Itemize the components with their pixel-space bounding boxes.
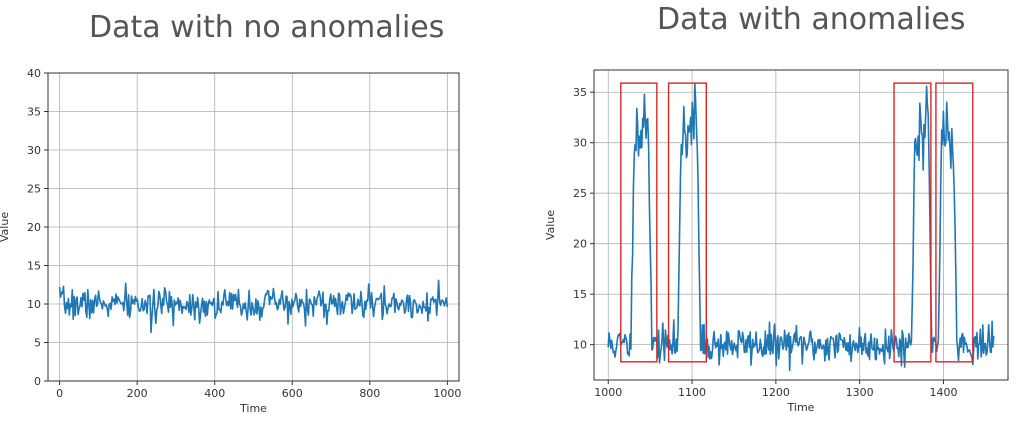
y-axis-label: Value (544, 210, 557, 240)
y-tick-label: 0 (34, 375, 41, 388)
x-tick-label: 1000 (594, 386, 622, 399)
x-tick-label: 0 (56, 387, 63, 400)
anomaly-box (935, 82, 974, 363)
y-tick-label: 20 (27, 221, 41, 234)
x-axis-label: Time (787, 401, 815, 414)
y-tick-label: 10 (27, 298, 41, 311)
y-tick-label: 25 (27, 183, 41, 196)
series-line (607, 82, 995, 372)
chart-title-right: Data with anomalies (657, 2, 966, 37)
y-tick-label: 30 (573, 137, 587, 150)
y-tick-label: 20 (573, 238, 587, 251)
x-tick-label: 1100 (678, 386, 706, 399)
y-tick-label: 40 (27, 67, 41, 80)
anomaly-box (667, 82, 707, 363)
x-tick-label: 1000 (433, 387, 461, 400)
y-tick-label: 10 (573, 339, 587, 352)
y-tick-label: 25 (573, 187, 587, 200)
x-tick-label: 1200 (762, 386, 790, 399)
anomaly-box (620, 82, 658, 363)
y-tick-label: 35 (573, 86, 587, 99)
plot-frame (593, 69, 1009, 381)
x-tick-label: 400 (204, 387, 225, 400)
x-tick-label: 1400 (929, 386, 957, 399)
y-tick-label: 15 (27, 260, 41, 273)
x-tick-label: 800 (359, 387, 380, 400)
y-tick-label: 30 (27, 144, 41, 157)
series-line (58, 279, 449, 334)
y-axis-label: Value (0, 212, 11, 242)
x-tick-label: 600 (282, 387, 303, 400)
chart-title-left: Data with no anomalies (89, 10, 445, 45)
x-axis-label: Time (239, 402, 267, 415)
y-tick-label: 35 (27, 106, 41, 119)
x-tick-label: 200 (127, 387, 148, 400)
anomaly-box (893, 82, 932, 363)
y-tick-label: 15 (573, 288, 587, 301)
x-tick-label: 1300 (846, 386, 874, 399)
y-tick-label: 5 (34, 337, 41, 350)
